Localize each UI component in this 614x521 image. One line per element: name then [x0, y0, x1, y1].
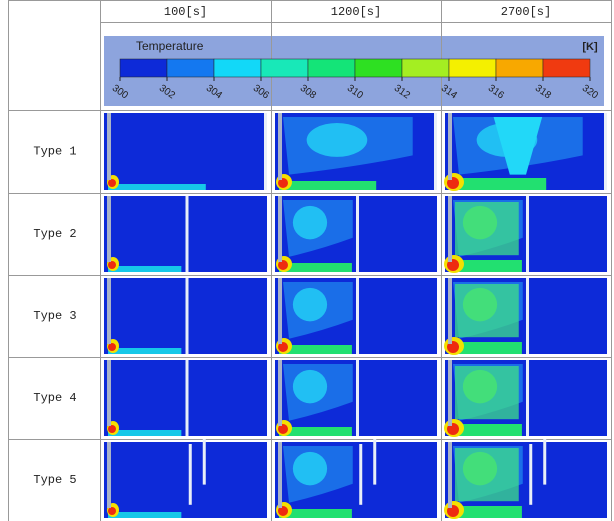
- contour-floor: [449, 424, 522, 436]
- contour-region: [292, 451, 328, 486]
- partition: [529, 444, 533, 505]
- contour-hot: [278, 260, 288, 270]
- partition: [185, 196, 189, 272]
- colorbar-unit: [K]: [582, 41, 598, 53]
- colorbar-title: Temperature: [136, 39, 204, 53]
- contour-floor: [279, 427, 352, 436]
- contour-hot: [108, 261, 116, 269]
- contour-region: [292, 369, 328, 404]
- partition: [356, 278, 359, 354]
- partition: [359, 444, 363, 505]
- heater-pillar: [107, 113, 111, 180]
- row-label: Type 3: [33, 309, 76, 323]
- partition: [604, 113, 607, 190]
- heater-pillar: [278, 278, 282, 344]
- contour-hot: [108, 507, 116, 515]
- contour-floor: [108, 512, 182, 518]
- contour-floor: [449, 260, 522, 272]
- heater-pillar: [107, 442, 111, 508]
- contour-region: [455, 202, 519, 256]
- contour-hot: [108, 425, 116, 433]
- partition: [264, 113, 267, 190]
- row-label: Type 4: [33, 391, 76, 405]
- contour-floor: [108, 430, 182, 436]
- contour-floor: [108, 266, 182, 272]
- colorbar-band: [119, 58, 168, 78]
- contour-floor: [449, 506, 522, 518]
- contour-background: [104, 113, 267, 190]
- heater-pillar: [107, 360, 111, 426]
- partition: [373, 439, 377, 485]
- heater-pillar: [278, 442, 282, 508]
- colorbar-band: [260, 58, 309, 78]
- contour-floor: [279, 509, 352, 518]
- contour-region: [455, 366, 519, 420]
- contour-hot: [278, 342, 288, 352]
- contour-floor: [279, 263, 352, 272]
- heater-pillar: [107, 196, 111, 262]
- row-label: Type 2: [33, 227, 76, 241]
- row-label: Type 5: [33, 473, 76, 487]
- heater-pillar: [448, 278, 452, 344]
- row-label: Type 1: [33, 145, 76, 159]
- contour-hot: [108, 179, 116, 187]
- partition: [526, 278, 529, 354]
- heater-pillar: [278, 360, 282, 426]
- partition: [188, 444, 192, 505]
- partition: [356, 360, 359, 436]
- column-header: 100[s]: [164, 5, 207, 19]
- contour-hot: [278, 424, 288, 434]
- contour-region: [292, 287, 328, 322]
- colorbar-band: [448, 58, 497, 78]
- contour-floor: [279, 181, 377, 190]
- contour-region: [455, 284, 519, 338]
- colorbar-band: [213, 58, 262, 78]
- contour-background: [104, 442, 267, 518]
- colorbar-band: [542, 58, 591, 78]
- column-header: 1200[s]: [331, 5, 381, 19]
- heater-pillar: [448, 442, 452, 508]
- contour-floor: [449, 342, 522, 354]
- partition: [543, 439, 547, 485]
- contour-floor: [279, 345, 352, 354]
- colorbar-band: [166, 58, 215, 78]
- heater-pillar: [448, 113, 452, 180]
- column-header: 2700[s]: [501, 5, 551, 19]
- partition: [185, 360, 189, 436]
- contour-hot: [278, 178, 288, 188]
- partition: [185, 278, 189, 354]
- partition: [526, 196, 529, 272]
- contour-floor: [108, 184, 206, 190]
- heater-pillar: [107, 278, 111, 344]
- partition: [356, 196, 359, 272]
- contour-floor: [108, 348, 182, 354]
- heater-pillar: [448, 360, 452, 426]
- contour-region: [493, 117, 543, 175]
- heater-pillar: [448, 196, 452, 262]
- colorbar-band: [354, 58, 403, 78]
- partition: [434, 113, 437, 190]
- contour-floor: [449, 178, 547, 190]
- contour-region: [292, 205, 328, 240]
- partition: [202, 439, 206, 485]
- contour-region: [306, 123, 368, 157]
- heater-pillar: [278, 113, 282, 180]
- colorbar-band: [495, 58, 544, 78]
- contour-region: [455, 448, 519, 502]
- partition: [526, 360, 529, 436]
- colorbar-band: [307, 58, 356, 78]
- contour-hot: [278, 506, 288, 516]
- heater-pillar: [278, 196, 282, 262]
- contour-hot: [108, 343, 116, 351]
- colorbar-band: [401, 58, 450, 78]
